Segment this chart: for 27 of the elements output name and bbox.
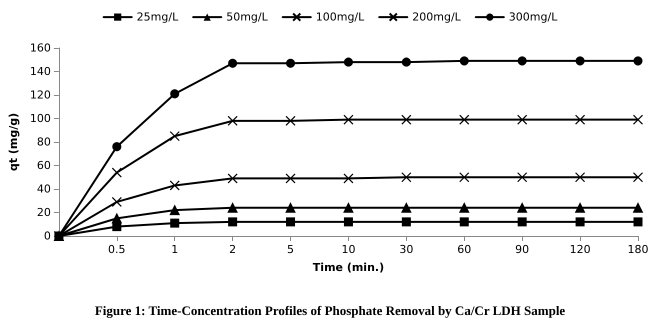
x-axis-title: Time (min.): [312, 261, 384, 274]
y-tick-label: 140: [30, 65, 51, 78]
y-tick-label: 0: [44, 230, 51, 242]
x-tick-label: 0.5: [108, 243, 126, 256]
legend-label: 200mg/L: [412, 10, 462, 24]
legend-label: 300mg/L: [508, 10, 558, 24]
text: Figure 1: Time-Concentration Profiles of Phosphate Removal by Ca/Cr LDH Sample: [94, 303, 566, 318]
y-tick-label: 160: [30, 42, 51, 54]
legend-label: 100mg/L: [316, 10, 366, 24]
x-tick-label: 1: [171, 243, 178, 256]
x-tick-label: 2: [229, 243, 236, 256]
x-tick-label: 180: [628, 243, 648, 256]
y-tick-label: 120: [30, 88, 51, 102]
x-tick-label: 120: [570, 243, 591, 256]
x-tick-label: 90: [515, 243, 530, 256]
y-tick-label: 60: [36, 159, 51, 172]
x-tick-label: 60: [457, 243, 472, 256]
y-tick-label: 100: [30, 112, 51, 125]
x-tick-label: 30: [399, 243, 414, 256]
y-tick-label: 80: [36, 136, 51, 148]
x-tick-label: 10: [341, 243, 356, 256]
legend-label: 50mg/L: [226, 10, 269, 24]
legend-label: 25mg/L: [136, 10, 180, 24]
y-tick-label: 40: [36, 182, 51, 196]
y-tick-label: 20: [36, 206, 51, 219]
y-axis-title: qt (mg/g): [7, 112, 20, 172]
x-tick-label: 5: [287, 243, 294, 256]
